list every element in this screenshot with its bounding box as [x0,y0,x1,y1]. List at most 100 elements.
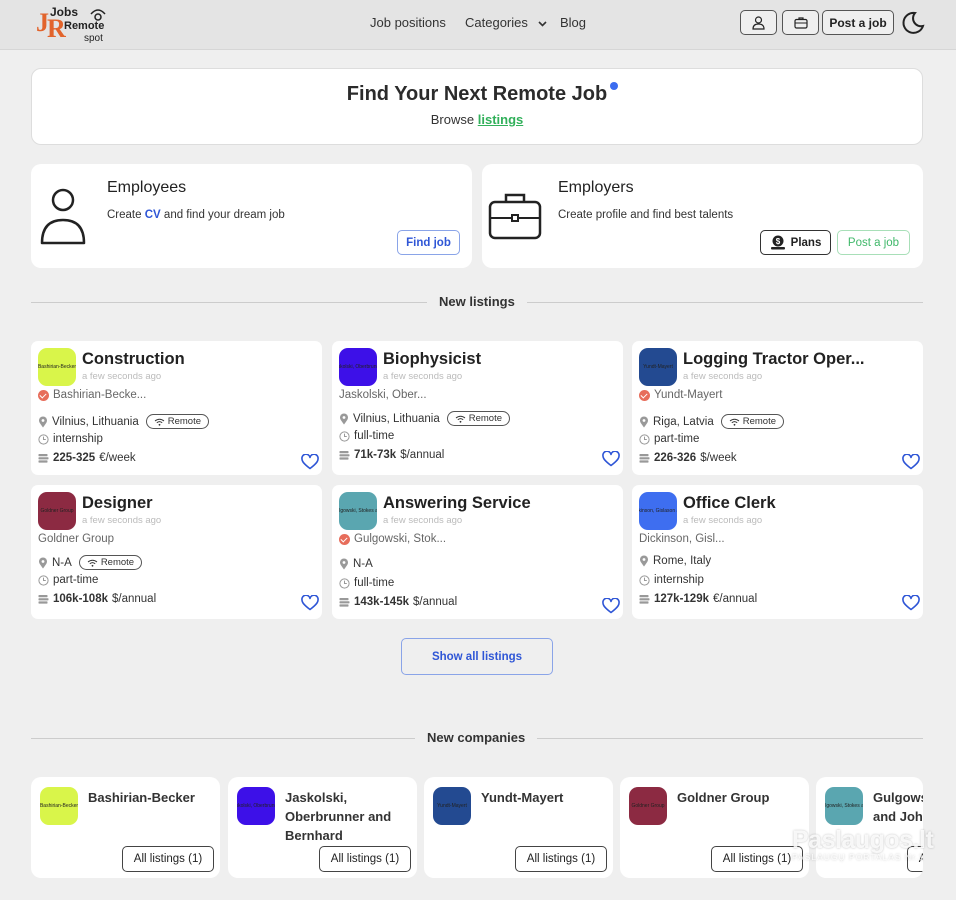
all-listings-button[interactable]: All listings (1) [122,846,214,872]
salary-range: 143k-145k [354,596,409,608]
post-job-button[interactable]: Post a job [837,230,910,255]
company-logo: Jaskolski, Oberbrunner [237,787,275,825]
remote-label: Remote [742,416,776,427]
company-name[interactable]: Bashirian-Becke... [53,389,147,401]
salary-unit: $/week [700,452,737,464]
job-title[interactable]: Answering Service [383,494,531,512]
verified-badge-icon [339,533,350,545]
company-logo: Goldner Group [629,787,667,825]
remote-badge: Remote [78,555,143,570]
company-name[interactable]: Jaskolski, Oberbrunner and Bernhard [285,790,392,843]
location-row: N-A [339,558,373,570]
find-job-button[interactable]: Find job [397,230,460,255]
account-button[interactable] [740,10,777,35]
company-card[interactable]: Jaskolski, Oberbrunner Jaskolski, Oberbru… [228,777,417,878]
job-title[interactable]: Construction [82,350,185,368]
heart-icon[interactable] [301,453,319,470]
company-name[interactable]: Gulgowski, Stok... [354,533,447,545]
all-listings-button[interactable]: All listings (1) [515,846,607,872]
watermark-title: Paslaugos.lt [792,826,934,854]
company-name-row[interactable]: Dickinson, Gisl... [639,533,725,545]
cv-link[interactable]: CV [144,209,161,221]
job-card[interactable]: Jaskolski, Oberbrunner Biophysicist a few … [332,341,623,475]
salary-row: 143k-145k $/annual [339,596,457,608]
job-title[interactable]: Office Clerk [683,494,776,512]
remote-badge: Remote [145,414,210,429]
employers-title: Employers [558,179,634,196]
job-title[interactable]: Designer [82,494,153,512]
remote-label: Remote [468,413,503,424]
employment-type-row: internship [38,433,103,445]
company-name[interactable]: Dickinson, Gisl... [639,533,725,545]
new-companies-heading: New companies [415,730,538,745]
company-name[interactable]: Yundt-Mayert [481,790,564,805]
all-listings-button[interactable]: All listings (1) [907,846,923,872]
salary-unit: $/annual [400,449,445,461]
company-name-row[interactable]: Gulgowski, Stok... [339,533,446,545]
moon-icon[interactable] [901,11,925,35]
job-title[interactable]: Biophysicist [383,350,482,368]
posted-time: a few seconds ago [383,371,463,382]
company-name-row[interactable]: Goldner Group [38,533,114,545]
show-all-listings-button[interactable]: Show all listings [401,638,553,675]
company-name[interactable]: Gulgowski, Stokes and Johnston [873,790,923,824]
job-card[interactable]: Goldner Group Designer a few seconds ago Go… [31,485,322,619]
posted-time: a few seconds ago [683,371,763,382]
plans-button[interactable]: $ Plans [760,230,831,255]
clock-icon [339,577,350,589]
company-name-row[interactable]: Bashirian-Becke... [38,389,146,401]
site-logo[interactable]: J R Jobs Remote spot [36,3,110,45]
company-name[interactable]: Goldner Group [38,533,115,545]
hero-title: Find Your Next Remote Job [346,83,608,105]
heart-icon[interactable] [902,453,920,470]
employment-type: part-time [654,433,700,445]
heart-icon[interactable] [902,594,920,611]
company-logo: Jaskolski, Oberbrunner [339,348,377,386]
company-name-row[interactable]: Jaskolski, Ober... [339,389,427,401]
company-card[interactable]: Gulgowski, Stokes and Gulgowski, Stokes a… [816,777,923,878]
paslaugos-watermark: Paslaugos.lt PASLAUGŲ PORTALAS Nr.1 [792,826,934,876]
job-card[interactable]: Bashirian-Becker Construction a few second… [31,341,322,475]
company-name-row[interactable]: Yundt-Mayert [639,389,722,401]
svg-text:Remote: Remote [64,20,104,32]
svg-text:J: J [36,8,49,37]
company-card[interactable]: Bashirian-Becker Bashirian-Becker All list… [31,777,220,878]
nav-blog[interactable]: Blog [560,15,587,30]
hero-listings-link[interactable]: listings [477,112,524,127]
post-job-header-button[interactable]: Post a job [822,10,894,35]
company-name[interactable]: Bashirian-Becker [88,790,195,805]
company-name[interactable]: Yundt-Mayert [654,389,723,401]
posted-time: a few seconds ago [683,515,763,526]
job-card[interactable]: Yundt-Mayert Logging Tractor Oper... a few… [632,341,923,475]
employer-button[interactable] [782,10,819,35]
company-card[interactable]: Goldner Group Goldner Group All listings (… [620,777,809,878]
job-card[interactable]: Gulgowski, Stokes and Answering Service a … [332,485,623,619]
all-listings-button[interactable]: All listings (1) [319,846,411,872]
employment-type: full-time [354,430,395,442]
wifi-icon [87,559,98,567]
job-card[interactable]: Dickinson, Gislason and Office Clerk a few… [632,485,923,619]
location-row: Vilnius, Lithuania Remote [38,414,210,429]
clock-icon [639,574,650,586]
company-logo: Yundt-Mayert [639,348,677,386]
nav-categories[interactable]: Categories [465,15,547,30]
heart-icon[interactable] [602,597,620,614]
company-logo: Dickinson, Gislason and [639,492,677,530]
nav-job-positions[interactable]: Job positions [370,15,446,30]
posted-time: a few seconds ago [82,515,162,526]
wifi-icon [154,418,165,426]
location-pin-icon [39,416,47,427]
clock-icon [38,433,49,445]
company-card[interactable]: Yundt-Mayert Yundt-Mayert All listings (1) [424,777,613,878]
employees-desc-pre: Create [107,209,142,221]
salary-row: 226-326 $/week [639,452,737,464]
all-listings-button[interactable]: All listings (1) [711,846,803,872]
job-title[interactable]: Logging Tractor Oper... [683,350,865,368]
heart-icon[interactable] [602,450,620,467]
company-name[interactable]: Jaskolski, Ober... [339,389,427,401]
heart-icon[interactable] [301,594,319,611]
chevron-down-icon [537,20,547,27]
company-name[interactable]: Goldner Group [677,790,770,805]
salary-range: 106k-108k [53,593,108,605]
employees-description: Create CV and find your dream job [107,209,285,221]
